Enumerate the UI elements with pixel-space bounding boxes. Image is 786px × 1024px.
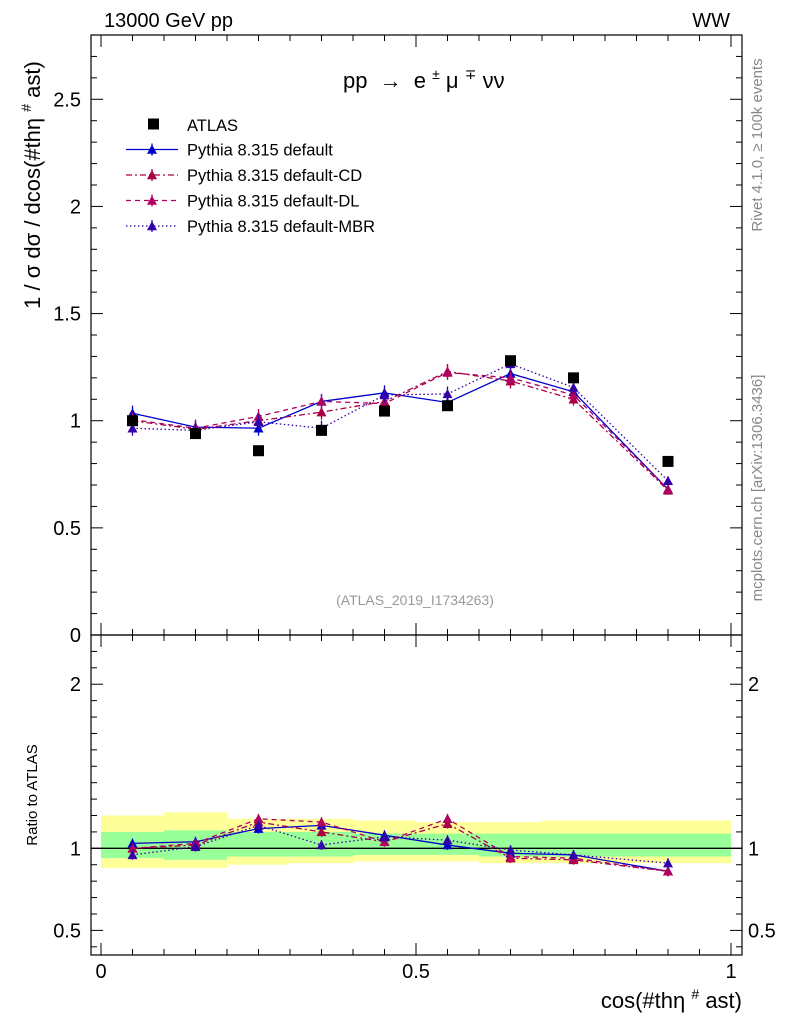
y-tick-label: 0.5 bbox=[53, 518, 81, 540]
data-point bbox=[379, 405, 390, 417]
ratio-marker-3 bbox=[442, 835, 453, 845]
y-axis-label-main: 1 / σ dσ / dcos(#thη bbox=[20, 118, 45, 309]
legend-label-0: Pythia 8.315 default bbox=[187, 142, 333, 160]
data-point bbox=[316, 424, 327, 436]
ratio-marker-3 bbox=[379, 831, 390, 842]
data-point bbox=[442, 400, 453, 412]
y-axis-label: 1 / σ dσ / dcos(#thη # ast) bbox=[11, 61, 45, 309]
process-nunu: νν bbox=[483, 68, 505, 93]
x-tick-label: 0.5 bbox=[402, 961, 430, 983]
series-marker-1 bbox=[316, 407, 327, 417]
legend-label-1: Pythia 8.315 default-CD bbox=[187, 167, 362, 185]
legend-label-2: Pythia 8.315 default-DL bbox=[187, 193, 359, 211]
ratio-y-tick-label-right: 2 bbox=[748, 674, 759, 696]
ratio-y-tick-label-right: 0.5 bbox=[748, 920, 776, 942]
main-panel: 0 0.5 1 1.5 2 2.5 pp → e ± μ ∓ νν (ATLAS_2019… bbox=[11, 34, 743, 647]
ratio-y-axis-label: Ratio to ATLAS bbox=[24, 744, 41, 845]
mcplots-reference-label: mcplots.cern.ch [arXiv:1306.3436] bbox=[749, 375, 766, 602]
data-point bbox=[662, 455, 674, 467]
y-tick-label: 1.5 bbox=[53, 304, 81, 326]
ratio-marker-2 bbox=[505, 851, 516, 861]
process-e: e bbox=[414, 68, 426, 93]
legend-label-3: Pythia 8.315 default-MBR bbox=[187, 218, 375, 236]
legend-marker-1 bbox=[147, 170, 157, 180]
ratio-marker-3 bbox=[127, 849, 138, 860]
x-axis-label: cos(#thη # ast) bbox=[601, 979, 742, 1013]
x-axis-label-main: cos(#thη bbox=[601, 988, 685, 1013]
legend-marker-0 bbox=[147, 144, 157, 154]
series-marker-2 bbox=[316, 396, 327, 406]
x-axis-label-end: ast) bbox=[705, 988, 742, 1013]
series-marker-2 bbox=[379, 398, 390, 408]
ratio-marker-3 bbox=[568, 849, 579, 860]
ratio-marker-3 bbox=[316, 840, 327, 850]
ratio-marker-0 bbox=[127, 838, 138, 848]
ratio-marker-3 bbox=[663, 858, 673, 868]
header-left: 13000 GeV pp bbox=[104, 10, 233, 32]
ratio-line-2 bbox=[132, 818, 669, 872]
ratio-marker-3 bbox=[253, 820, 264, 830]
series-marker-2 bbox=[568, 390, 579, 400]
ratio-y-tick-label-right: 1 bbox=[748, 838, 759, 860]
series-marker-2 bbox=[663, 484, 673, 494]
process-mu-sup: ∓ bbox=[465, 66, 477, 82]
data-point bbox=[505, 355, 516, 367]
y-tick-label: 2 bbox=[70, 196, 81, 218]
data-point bbox=[190, 428, 201, 440]
data-point bbox=[568, 372, 579, 384]
series-marker-3 bbox=[442, 388, 453, 399]
data-point bbox=[127, 415, 138, 427]
header-right: WW bbox=[692, 10, 730, 32]
ratio-marker-2 bbox=[127, 843, 138, 853]
legend-marker-2 bbox=[147, 195, 157, 205]
legend-marker-atlas bbox=[148, 118, 159, 130]
rivet-version-label: Rivet 4.1.0, ≥ 100k events bbox=[749, 58, 766, 231]
ratio-marker-2 bbox=[663, 866, 673, 876]
ratio-y-tick-label: 2 bbox=[70, 674, 81, 696]
ratio-marker-2 bbox=[442, 813, 453, 824]
process-mu: μ bbox=[446, 68, 459, 93]
series-marker-3 bbox=[127, 423, 138, 433]
series-marker-3 bbox=[663, 475, 673, 485]
y-tick-label: 1 bbox=[70, 411, 81, 433]
x-tick-label: 0 bbox=[95, 961, 106, 983]
ratio-band-inner bbox=[605, 833, 731, 857]
process-arrow: → bbox=[380, 68, 402, 93]
ratio-marker-3 bbox=[505, 844, 516, 855]
ratio-band-inner bbox=[227, 831, 290, 857]
ratio-marker-1 bbox=[316, 826, 327, 837]
y-axis-label-end: ast) bbox=[20, 61, 45, 98]
ratio-band-inner bbox=[542, 833, 605, 857]
series-marker-3 bbox=[253, 416, 264, 427]
y-tick-label: 0 bbox=[70, 625, 81, 647]
data-point bbox=[253, 445, 264, 457]
series-marker-3 bbox=[379, 390, 390, 400]
ratio-line-3 bbox=[132, 824, 669, 864]
process-e-sup: ± bbox=[432, 66, 440, 82]
analysis-watermark: (ATLAS_2019_I1734263) bbox=[336, 592, 494, 608]
ratio-y-tick-label: 0.5 bbox=[53, 920, 81, 942]
y-tick-label: 2.5 bbox=[53, 89, 81, 111]
ratio-panel: 0 0.5 1 0.5 0.5 1 1 2 2 Ratio to ATLAS bbox=[24, 634, 776, 983]
legend-label-atlas: ATLAS bbox=[187, 117, 238, 135]
series-marker-2 bbox=[442, 367, 453, 377]
x-tick-label: 1 bbox=[725, 961, 736, 983]
series-marker-2 bbox=[505, 372, 516, 383]
ratio-marker-2 bbox=[253, 813, 264, 824]
ratio-y-tick-label: 1 bbox=[70, 838, 81, 860]
x-axis-label-sup: # bbox=[691, 986, 699, 1002]
process-prefix: pp bbox=[343, 68, 367, 93]
legend: ATLAS Pythia 8.315 default Pythia 8.315 de… bbox=[126, 117, 375, 236]
legend-marker-3 bbox=[147, 221, 157, 231]
ratio-marker-3 bbox=[190, 841, 201, 851]
process-title: pp → e ± μ ∓ νν bbox=[343, 59, 505, 93]
ratio-marker-2 bbox=[316, 817, 327, 827]
series-marker-3 bbox=[568, 382, 579, 392]
y-axis-label-sup: # bbox=[18, 104, 34, 112]
